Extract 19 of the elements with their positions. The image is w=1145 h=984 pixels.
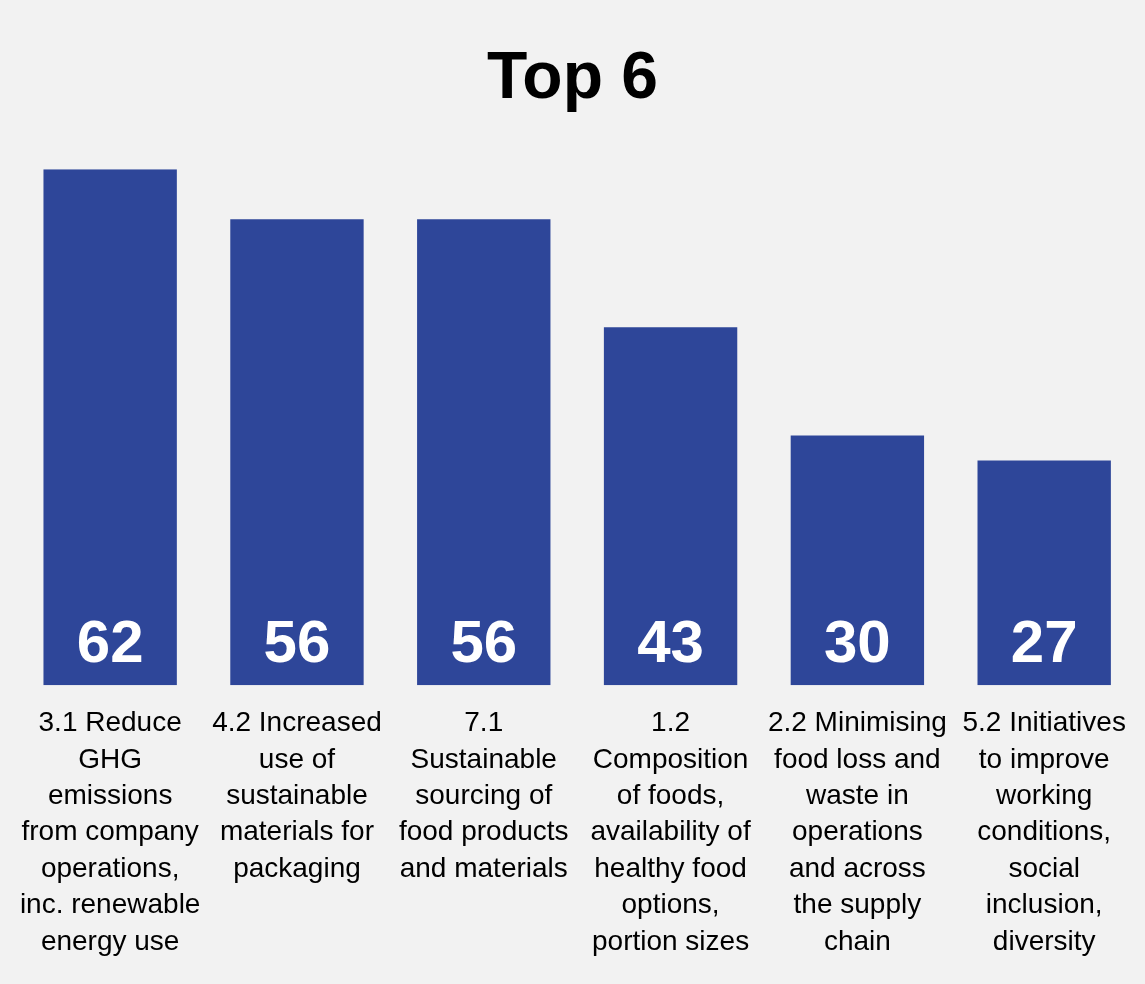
x-tick-label: 3.1 Reduce GHG emissions from company operations, inc. renewable energy use	[19, 706, 201, 956]
data-label: 30	[824, 608, 891, 676]
chart-title: Top 6	[486, 37, 659, 112]
data-label: 56	[263, 608, 331, 676]
bar	[230, 219, 364, 686]
data-label: 56	[450, 608, 518, 676]
bar	[977, 460, 1111, 686]
data-label: 27	[1010, 608, 1078, 676]
bar	[790, 435, 925, 686]
x-tick-label: 5.2 Initiatives to improve working conditions, social inclusion, diversity	[962, 706, 1126, 956]
bar	[603, 327, 738, 686]
x-tick-label: 4.2 Increased use of sustainable materials for packaging	[212, 706, 382, 883]
data-label: 62	[76, 608, 144, 676]
bar	[417, 219, 551, 686]
data-label: 43	[637, 608, 704, 676]
x-tick-label: 1.2 Composition of foods, availability of healthy food options, portion sizes	[590, 706, 751, 956]
x-tick-label: 2.2 Minimising food loss and waste in operations and across the supply chain	[767, 706, 947, 956]
x-tick-label: 7.1 Sustainable sourcing of food products and materials	[398, 706, 569, 883]
bar	[43, 169, 177, 686]
